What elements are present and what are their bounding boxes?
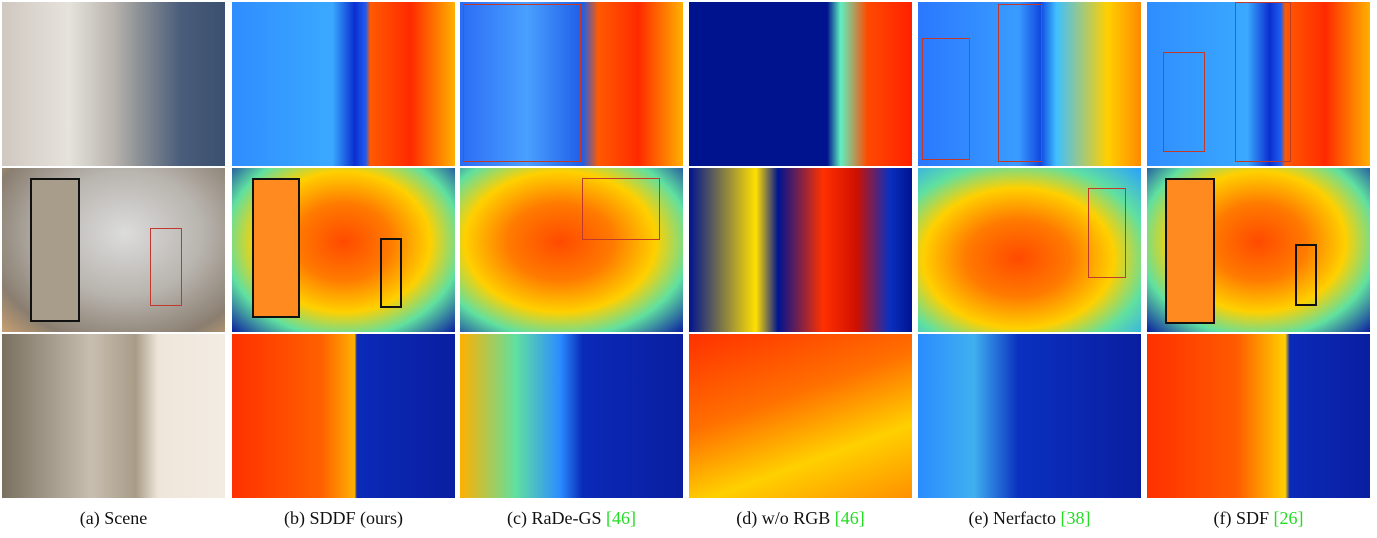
caption: (b) SDDF (ours) <box>232 508 455 529</box>
depth-map <box>1147 168 1370 332</box>
scene-image <box>2 334 225 498</box>
figure: (a) Scene (b) SDDF (ours) (c) RaDe-GS [4… <box>0 0 1377 538</box>
caption-label: (b) SDDF (ours) <box>284 508 403 528</box>
depth-map <box>918 2 1141 166</box>
depth-map <box>689 168 912 332</box>
depth-map <box>460 168 683 332</box>
depth-map <box>460 334 683 498</box>
depth-map <box>1147 2 1370 166</box>
depth-map <box>689 334 912 498</box>
depth-map <box>689 2 912 166</box>
scene-image <box>2 168 225 332</box>
citation[interactable]: [46] <box>606 508 636 528</box>
depth-map <box>232 168 455 332</box>
caption-label: (a) Scene <box>80 508 147 528</box>
caption: (f) SDF [26] <box>1147 508 1370 529</box>
caption: (a) Scene <box>2 508 225 529</box>
depth-map <box>918 334 1141 498</box>
caption: (d) w/o RGB [46] <box>689 508 912 529</box>
caption-label: (c) RaDe-GS <box>507 508 601 528</box>
depth-map <box>232 2 455 166</box>
citation[interactable]: [46] <box>835 508 865 528</box>
caption-label: (e) Nerfacto <box>969 508 1056 528</box>
caption: (e) Nerfacto [38] <box>918 508 1141 529</box>
scene-image <box>2 2 225 166</box>
caption: (c) RaDe-GS [46] <box>460 508 683 529</box>
depth-map <box>460 2 683 166</box>
caption-label: (d) w/o RGB <box>736 508 830 528</box>
depth-map <box>232 334 455 498</box>
caption-label: (f) SDF <box>1213 508 1269 528</box>
depth-map <box>1147 334 1370 498</box>
depth-map <box>918 168 1141 332</box>
citation[interactable]: [26] <box>1274 508 1304 528</box>
citation[interactable]: [38] <box>1060 508 1090 528</box>
